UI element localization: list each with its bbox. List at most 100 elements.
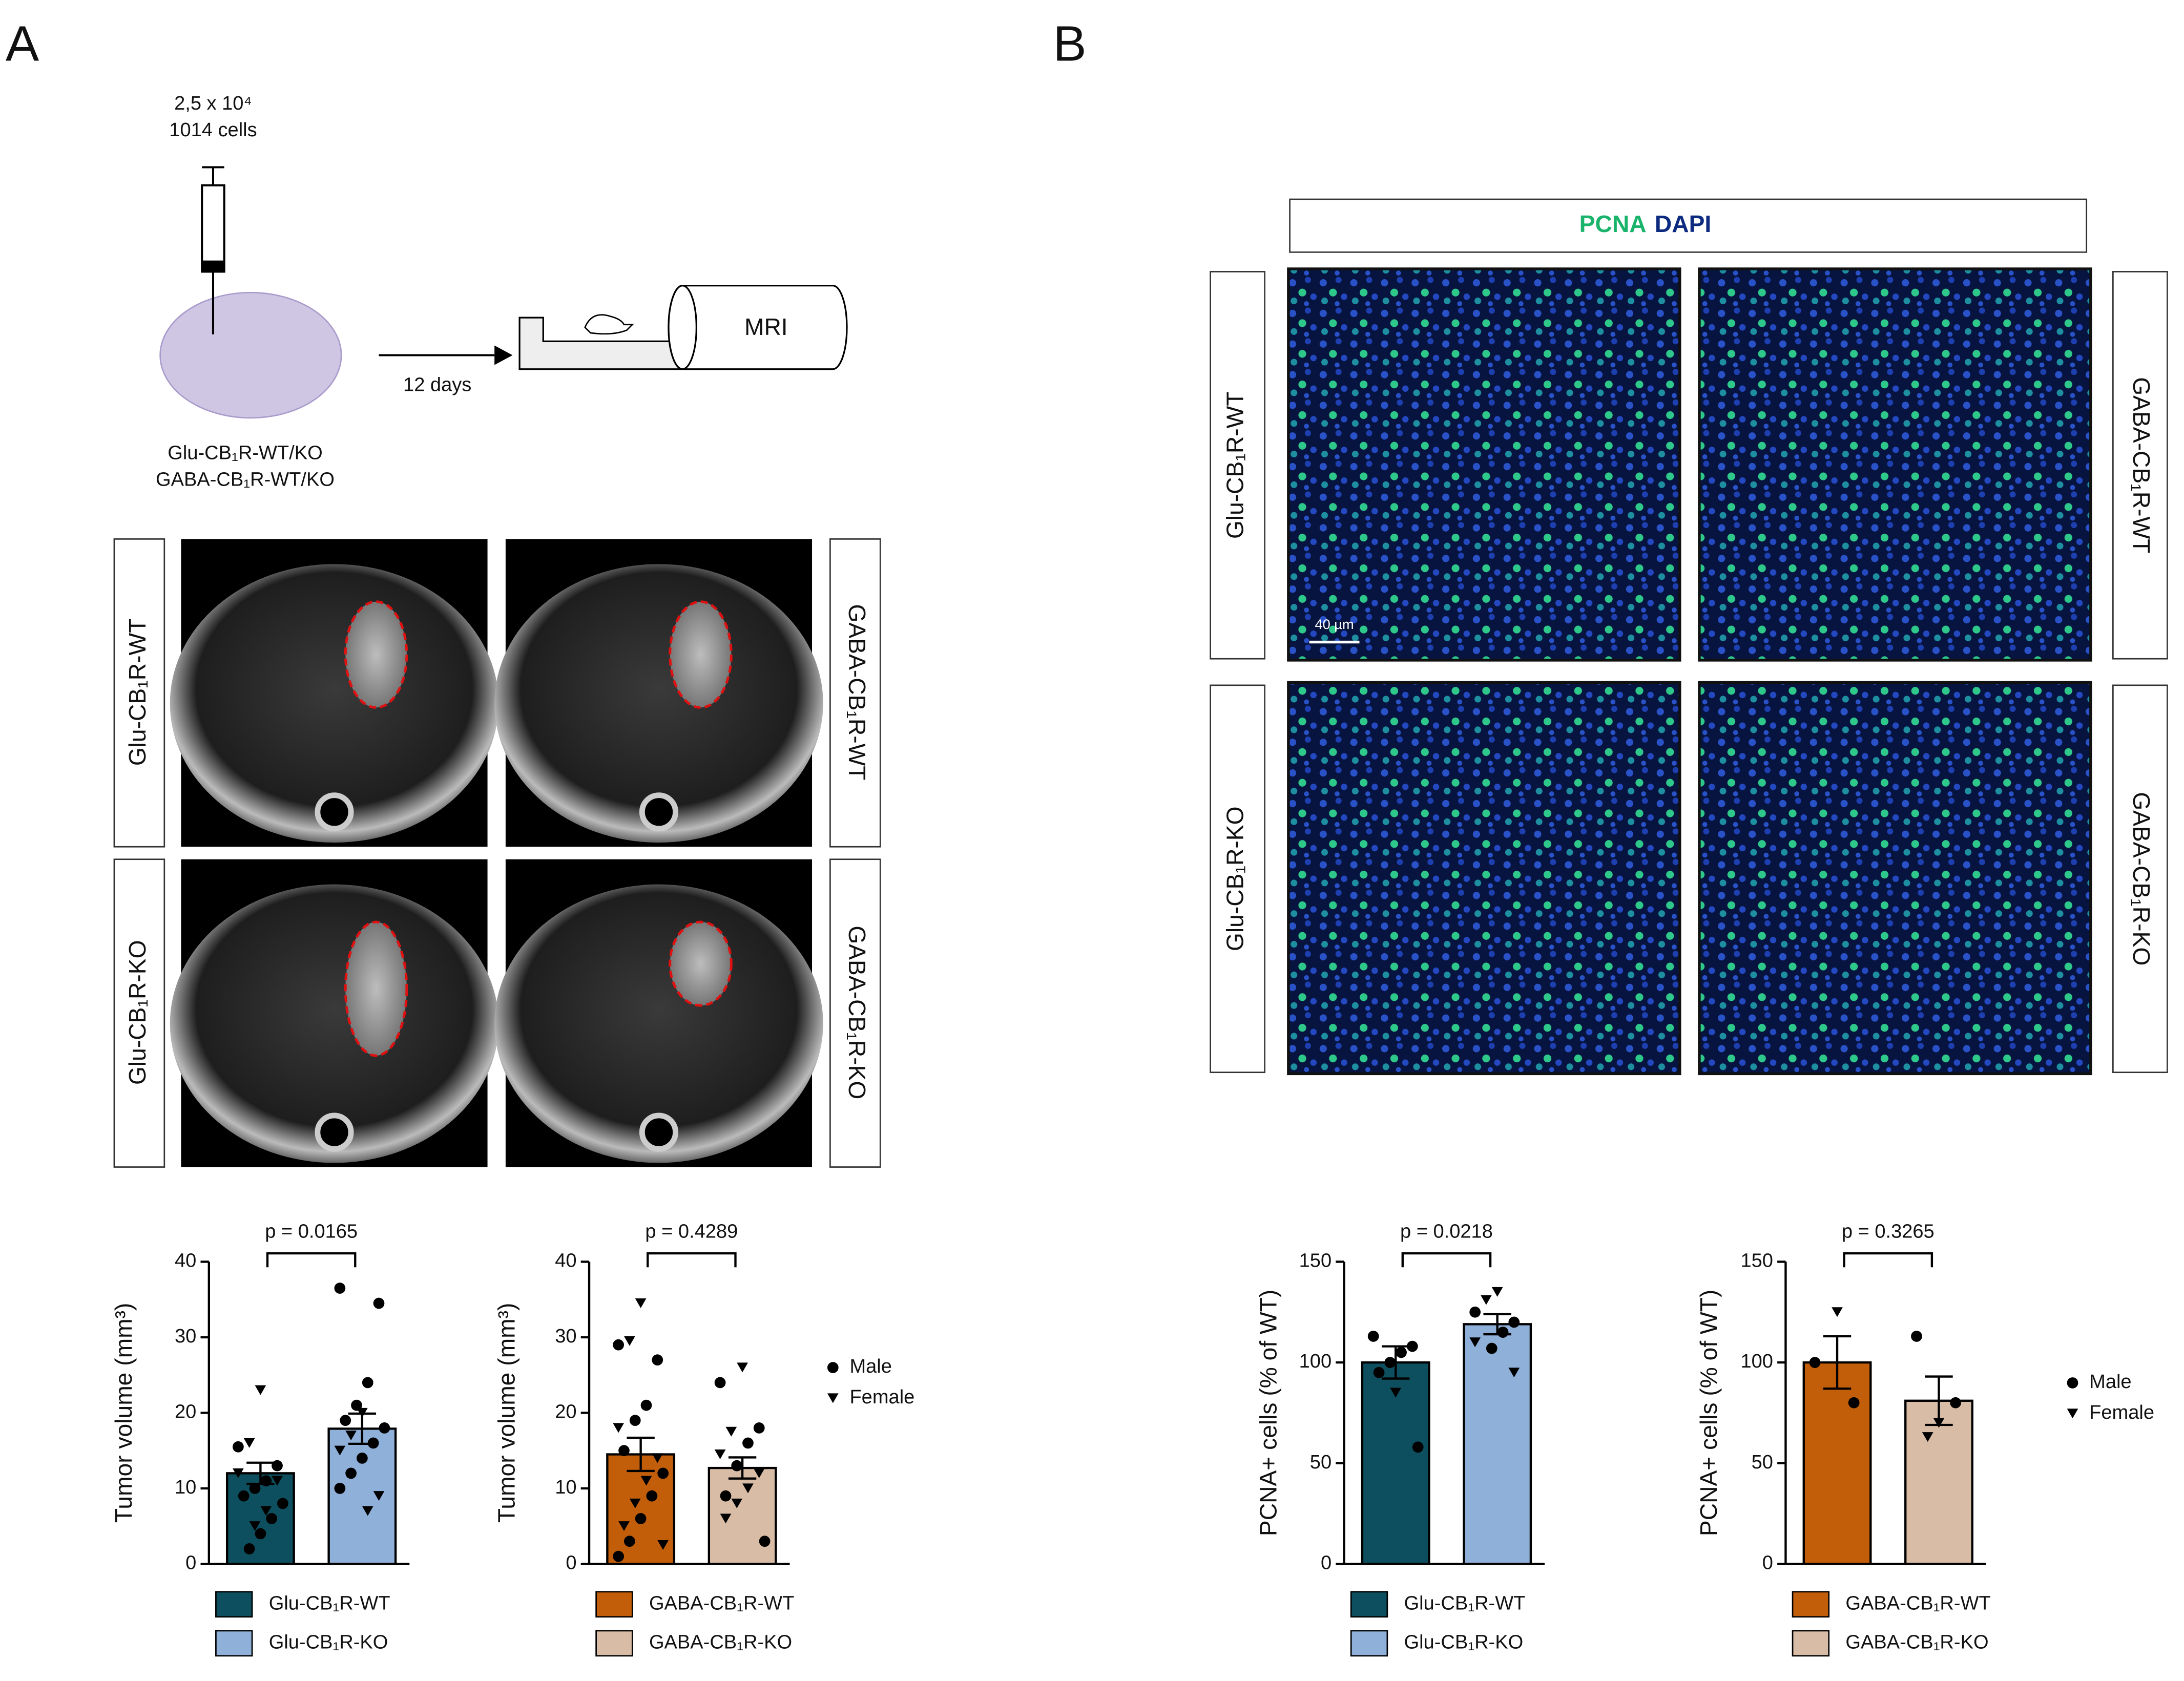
male-point (657, 1467, 669, 1479)
male-point (1497, 1327, 1509, 1338)
male-point (720, 1490, 732, 1502)
male-point (1911, 1331, 1922, 1342)
male-point (1848, 1397, 1860, 1409)
male-point (731, 1460, 743, 1472)
female-point (618, 1521, 630, 1531)
syringe (201, 184, 225, 273)
female-point (249, 1521, 261, 1531)
if-image (1287, 681, 1681, 1076)
legend-swatch (595, 1630, 633, 1657)
legend-label: GABA-CB₁R-WT (1845, 1592, 1990, 1614)
bar-chart: 0 10 20 30 40 Tumor volume (mm³) Glu-CB₁R-WT Gl… (110, 1221, 410, 1657)
legend-swatch (215, 1630, 253, 1657)
genotype-label: Glu-CB₁R-KO (124, 940, 151, 1085)
female-point (357, 1407, 368, 1418)
significance-bracket (1843, 1252, 1933, 1268)
y-tick-label: 40 (175, 1250, 196, 1271)
stain-header (1289, 198, 2088, 253)
male-point (334, 1283, 346, 1294)
legend-label: Glu-CB₁R-KO (1404, 1631, 1524, 1653)
male-point (266, 1513, 278, 1524)
legend-swatch (1350, 1591, 1388, 1618)
y-tick-label: 0 (1762, 1552, 1773, 1573)
tumor (669, 920, 733, 1007)
female-point (1491, 1287, 1503, 1297)
male-point (1412, 1441, 1424, 1453)
bar (708, 1466, 777, 1565)
legend-label: Female (849, 1386, 914, 1408)
label-box (1210, 271, 1265, 660)
female-point (1390, 1388, 1402, 1398)
genotype-label: GABA-CB₁R-KO (2128, 792, 2155, 965)
male-point (243, 1543, 255, 1554)
mri-head (170, 564, 499, 843)
male-point (249, 1483, 261, 1494)
legend-swatch (215, 1591, 253, 1618)
y-axis-label: PCNA+ cells (% of WT) (1695, 1290, 1722, 1536)
male-point (1373, 1367, 1385, 1378)
male-point (640, 1399, 652, 1411)
male-point (255, 1528, 266, 1540)
female-point (720, 1514, 732, 1524)
male-point (759, 1536, 771, 1547)
male-point (379, 1422, 390, 1434)
y-tick-label: 30 (175, 1326, 196, 1347)
male-point (334, 1483, 346, 1494)
y-tick-label: 100 (1299, 1351, 1332, 1372)
machine: MRI (744, 313, 788, 340)
legend-swatch (1792, 1630, 1830, 1657)
female-point (742, 1483, 754, 1494)
tumor (344, 600, 408, 709)
y-tick-label: 50 (1752, 1452, 1773, 1473)
legend-male (827, 1362, 839, 1373)
male-point (1396, 1347, 1407, 1358)
mri-vessel (315, 1112, 354, 1152)
female-point (334, 1445, 346, 1456)
male-point (613, 1550, 624, 1562)
genotype: GABA-CB₁R-WT/KO (156, 469, 335, 490)
male-point (1486, 1342, 1497, 1354)
y-tick-label: 20 (175, 1401, 196, 1422)
mri-bed (518, 317, 683, 370)
label-box (113, 538, 165, 848)
y-tick-label: 30 (555, 1326, 576, 1347)
male-point (624, 1536, 635, 1547)
y-tick-label: 150 (1299, 1250, 1332, 1271)
legend-label: GABA-CB₁R-KO (649, 1631, 792, 1653)
bar (1904, 1399, 1973, 1565)
female-point (629, 1498, 641, 1508)
female-point (1469, 1337, 1481, 1348)
label-box (2112, 271, 2168, 660)
female-point (613, 1423, 624, 1433)
significance-bracket (1401, 1252, 1492, 1268)
male-point (362, 1377, 373, 1389)
legend-label: GABA-CB₁R-WT (649, 1592, 794, 1614)
bar (1463, 1323, 1532, 1565)
legend-swatch (1792, 1591, 1830, 1618)
bar-chart: 0 50 100 150 PCNA+ cells (% of WT) Glu-CB₁R-W… (1255, 1221, 1545, 1657)
genotype-label: Glu-CB₁R-WT (124, 619, 151, 766)
panel-label: B (1053, 15, 1086, 72)
female-point (260, 1506, 272, 1516)
male-point (635, 1513, 647, 1524)
if-image (1698, 267, 2092, 662)
y-axis-label: Tumor volume (mm³) (493, 1303, 520, 1523)
tumor (669, 600, 733, 709)
legend-female (827, 1393, 839, 1403)
male-point (233, 1441, 244, 1453)
genotype-label: Glu-CB₁R-KO (1221, 806, 1248, 951)
stain-marker: PCNA (1579, 211, 1647, 237)
mri-head (170, 884, 499, 1163)
female-point (243, 1438, 255, 1448)
p-value: p = 0.0165 (265, 1221, 358, 1242)
brain-section (159, 291, 342, 419)
male-point (714, 1377, 726, 1389)
time: 12 days (403, 374, 471, 395)
mri-head (494, 884, 823, 1163)
y-tick-label: 100 (1740, 1351, 1773, 1372)
legend-label: Glu-CB₁R-KO (269, 1631, 388, 1653)
tumor (344, 920, 408, 1057)
legend-male (2067, 1377, 2078, 1389)
